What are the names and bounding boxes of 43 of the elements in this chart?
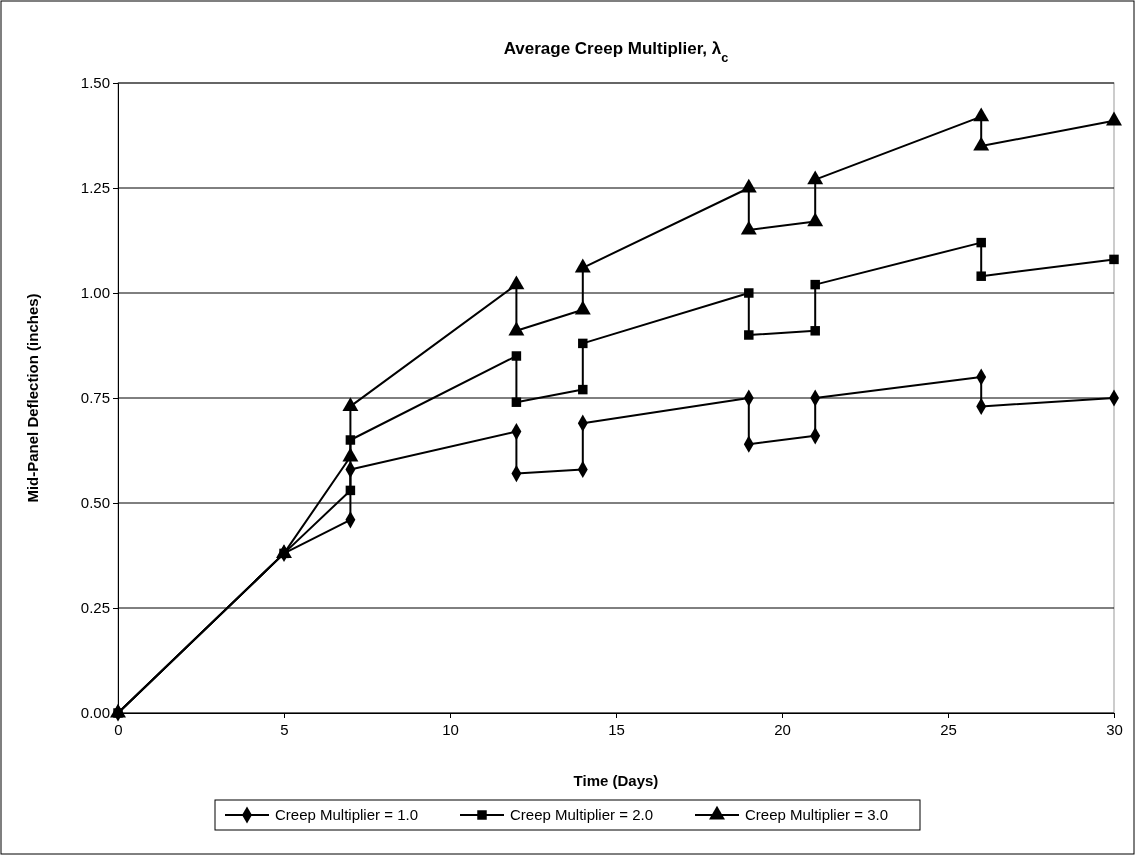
legend-label: Creep Multiplier = 3.0 bbox=[745, 806, 888, 823]
point bbox=[976, 271, 986, 281]
point bbox=[976, 237, 986, 248]
y-axis-title: Mid-Panel Deflection (inches) bbox=[24, 293, 41, 503]
point bbox=[1109, 254, 1119, 265]
point bbox=[508, 275, 525, 290]
x-tick-label: 5 bbox=[280, 720, 289, 738]
y-tick-label: 0.00 bbox=[80, 704, 110, 722]
x-axis-title: Time (Days) bbox=[573, 772, 659, 789]
legend-label: Creep Multiplier = 2.0 bbox=[510, 806, 653, 823]
point bbox=[740, 178, 757, 193]
x-tick-label: 25 bbox=[940, 720, 957, 738]
point bbox=[345, 485, 356, 496]
y-tick-label: 1.00 bbox=[80, 284, 110, 302]
point bbox=[973, 136, 990, 151]
point bbox=[810, 279, 820, 290]
point bbox=[574, 300, 591, 315]
point bbox=[1106, 111, 1122, 126]
point bbox=[807, 170, 824, 185]
y-tick-label: 1.25 bbox=[80, 179, 110, 197]
legend-label: Creep Multiplier = 1.0 bbox=[275, 806, 418, 823]
x-tick-label: 15 bbox=[608, 720, 625, 738]
point bbox=[810, 326, 820, 336]
point bbox=[508, 321, 525, 336]
point bbox=[807, 212, 824, 227]
chart-title: Average Creep Multiplier, λ$_{c}$ bbox=[503, 39, 729, 65]
x-tick-label: 10 bbox=[442, 720, 459, 738]
x-tick-label: 0 bbox=[114, 720, 123, 738]
point bbox=[511, 351, 522, 361]
y-tick-label: 0.25 bbox=[80, 599, 110, 617]
point bbox=[578, 384, 588, 395]
point bbox=[744, 330, 754, 340]
point bbox=[740, 220, 757, 235]
point bbox=[574, 258, 591, 273]
x-tick-label: 30 bbox=[1106, 720, 1123, 738]
point bbox=[511, 397, 522, 407]
y-tick-label: 1.50 bbox=[80, 74, 110, 92]
y-tick-label: 0.50 bbox=[80, 494, 110, 512]
point bbox=[973, 107, 990, 122]
y-tick-label: 0.75 bbox=[80, 389, 110, 407]
point bbox=[578, 338, 588, 349]
x-tick-label: 20 bbox=[774, 720, 791, 738]
point bbox=[744, 288, 754, 298]
